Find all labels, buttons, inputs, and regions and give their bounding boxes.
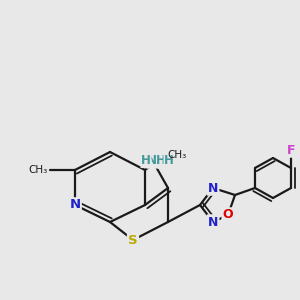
Text: S: S [128,233,138,247]
Text: N: N [208,215,218,229]
Text: F: F [287,143,295,157]
Text: N: N [208,182,218,194]
Text: CH₃: CH₃ [167,150,186,160]
Text: H: H [141,154,151,167]
Text: H: H [164,154,174,167]
Text: CH₃: CH₃ [29,165,48,175]
Text: O: O [223,208,233,221]
Text: NH: NH [147,154,167,167]
Text: N: N [69,199,81,212]
